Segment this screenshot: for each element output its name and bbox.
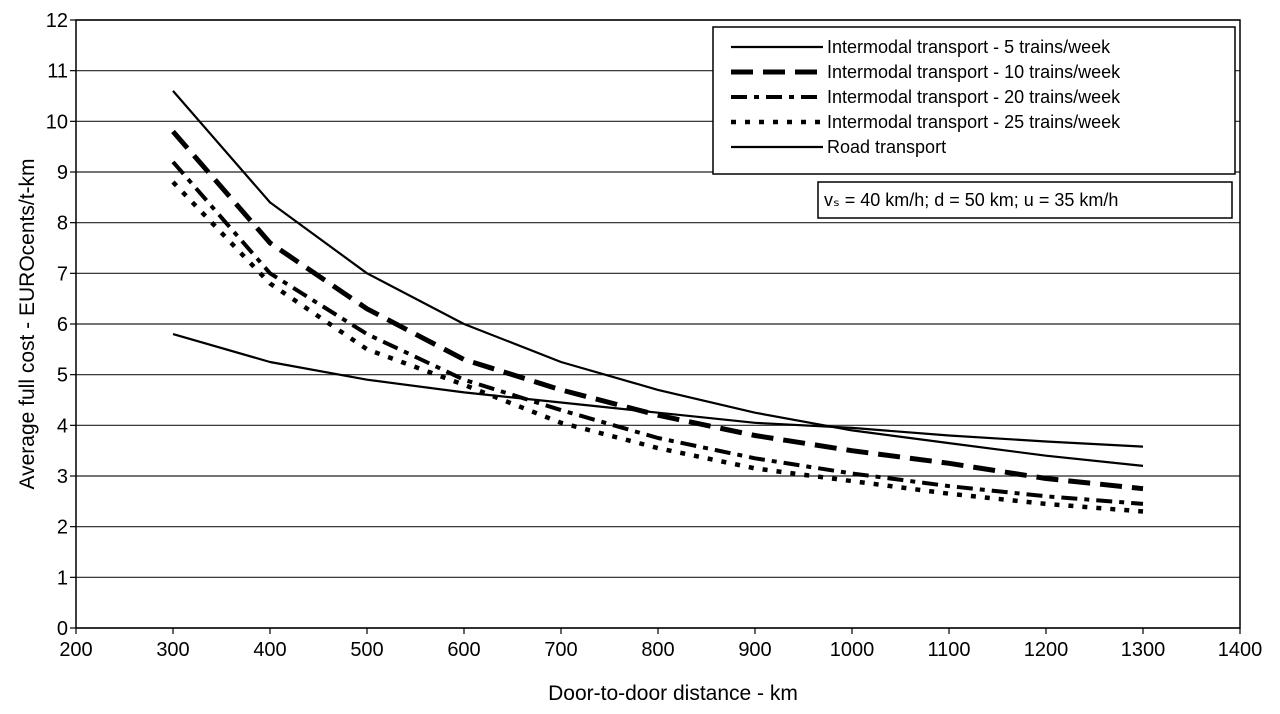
legend-label: Intermodal transport - 25 trains/week [827, 112, 1121, 132]
parameters-box [817, 181, 1233, 219]
x-tick-label: 1000 [830, 639, 875, 661]
legend-label: Road transport [827, 137, 946, 157]
series-line-5 [172, 333, 1144, 448]
x-tick-label: 1100 [927, 639, 970, 661]
legend-label: Intermodal transport - 20 trains/week [827, 87, 1121, 107]
y-tick-label: 10 [46, 111, 68, 133]
parameters-annotation: vₛ = 40 km/h; d = 50 km; u = 35 km/h [824, 190, 1118, 210]
y-tick-label: 6 [57, 314, 68, 336]
x-tick-label: 500 [350, 639, 383, 661]
y-tick-label: 8 [57, 213, 68, 235]
x-tick-label: 600 [447, 639, 480, 661]
legend-label: Intermodal transport - 5 trains/week [827, 37, 1111, 57]
y-tick-label: 11 [47, 61, 68, 83]
y-tick-label: 12 [46, 10, 68, 32]
y-tick-label: 3 [57, 466, 68, 488]
y-tick-label: 0 [57, 618, 68, 640]
series-line-3 [171, 160, 1144, 506]
x-axis-title: Door-to-door distance - km [548, 682, 798, 705]
series-line-4 [171, 180, 1144, 514]
x-tick-label: 300 [156, 639, 189, 661]
x-tick-label: 1200 [1024, 639, 1069, 661]
y-tick-label: 4 [57, 415, 68, 437]
y-axis-title: Average full cost - EUROcents/t-km [16, 158, 39, 489]
y-tick-label: 2 [57, 517, 68, 539]
y-tick-label: 7 [57, 263, 68, 285]
legend-label: Intermodal transport - 10 trains/week [827, 62, 1121, 82]
x-tick-label: 800 [641, 639, 674, 661]
plot-frame [75, 19, 1241, 629]
y-tick-label: 1 [57, 567, 68, 589]
x-tick-label: 1400 [1218, 639, 1263, 661]
series-line-1 [172, 90, 1144, 467]
y-tick-label: 9 [57, 162, 68, 184]
x-tick-label: 400 [253, 639, 286, 661]
legend-box [712, 26, 1236, 175]
x-tick-label: 200 [59, 639, 92, 661]
x-tick-label: 1300 [1121, 639, 1166, 661]
series-line-2 [171, 129, 1144, 492]
y-tick-label: 5 [57, 365, 68, 387]
x-tick-label: 700 [544, 639, 577, 661]
x-tick-label: 900 [738, 639, 771, 661]
